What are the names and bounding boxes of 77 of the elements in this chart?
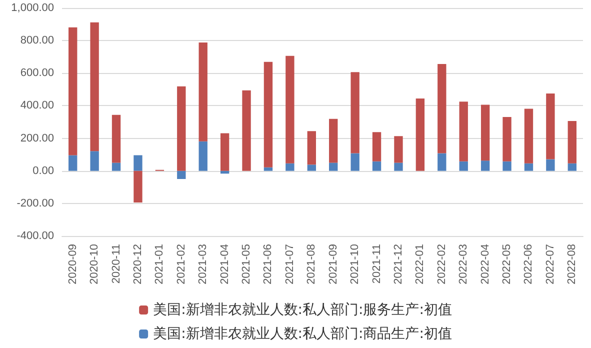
x-tick-label: 2022-08: [566, 244, 578, 284]
bar: [264, 62, 273, 168]
bar: [286, 56, 294, 164]
bar: [546, 94, 555, 160]
bar: [134, 155, 142, 171]
x-tick-label: 2022-01: [414, 244, 426, 284]
y-tick-label: 200.00: [20, 132, 54, 144]
x-tick-label: 2021-01: [154, 244, 166, 284]
bar: [68, 27, 78, 156]
x-tick-label: 2021-12: [392, 244, 404, 284]
x-tick-label: 2021-04: [218, 244, 231, 284]
bar: [242, 90, 251, 171]
bar: [438, 153, 446, 171]
x-tick-label: 2021-10: [349, 244, 362, 284]
y-tick-label: 400.00: [20, 100, 54, 112]
x-tick-label: 2021-09: [327, 244, 340, 284]
x-tick-label: 2020-11: [110, 244, 122, 284]
bar: [524, 163, 534, 171]
bar: [177, 170, 186, 179]
x-tick-label: 2020-12: [132, 244, 144, 284]
bar: [502, 161, 512, 171]
bar: [438, 64, 446, 154]
bar: [568, 163, 576, 171]
y-tick-label: 800.00: [20, 34, 54, 47]
bar: [90, 151, 99, 171]
bar: [568, 121, 576, 164]
bar: [68, 155, 78, 171]
x-tick-label: 2021-06: [262, 244, 274, 284]
y-tick-label: 0.00: [32, 164, 54, 177]
x-tick-label: 2021-05: [240, 244, 253, 284]
bar: [524, 108, 534, 164]
bar: [329, 118, 338, 163]
x-tick-label: 2021-03: [197, 244, 210, 284]
bar: [350, 153, 360, 171]
bar: [112, 114, 121, 163]
bar: [459, 161, 468, 171]
bar: [286, 163, 294, 171]
x-tick-label: 2021-11: [370, 244, 383, 284]
bar: [134, 170, 142, 202]
bar: [220, 133, 230, 171]
x-tick-label: 2022-06: [522, 244, 535, 284]
bar: [264, 167, 273, 171]
y-tick-label: -400.00: [16, 230, 54, 242]
x-tick-label: 2021-07: [284, 244, 296, 284]
x-tick-label: 2022-07: [544, 244, 556, 284]
x-tick-label: 2021-08: [306, 244, 318, 284]
bar: [416, 98, 425, 171]
bar: [372, 132, 382, 162]
bar: [90, 22, 99, 152]
x-tick-label: 2021-02: [175, 244, 188, 284]
x-tick-label: 2022-02: [436, 244, 448, 284]
legend-label: 美国:新增非农就业人数:私人部门:商品生产:初值: [153, 326, 452, 342]
x-tick-label: 2020-09: [66, 244, 79, 284]
y-tick-label: -200.00: [16, 197, 54, 210]
x-tick-label: 2022-05: [501, 244, 514, 284]
bar: [307, 131, 316, 165]
bar: [198, 141, 208, 171]
x-tick-label: 2022-03: [458, 244, 470, 284]
bar: [480, 160, 490, 171]
y-tick-label: 1,000.00: [11, 2, 54, 14]
bar: [502, 116, 512, 162]
bar: [394, 136, 403, 163]
bar: [394, 162, 403, 171]
bar: [198, 42, 208, 142]
bar: [350, 72, 360, 154]
x-tick-label: 2020-10: [88, 244, 101, 284]
bar: [459, 102, 468, 162]
bar: [480, 104, 490, 161]
y-tick-label: 600.00: [20, 67, 54, 80]
bar: [177, 86, 186, 171]
x-tick-label: 2022-04: [479, 244, 492, 284]
legend-label: 美国:新增非农就业人数:私人部门:服务生产:初值: [153, 302, 452, 318]
bar: [307, 164, 316, 171]
bar: [112, 162, 121, 171]
bar: [546, 159, 555, 171]
bar: [329, 162, 338, 171]
bar: [372, 161, 382, 171]
